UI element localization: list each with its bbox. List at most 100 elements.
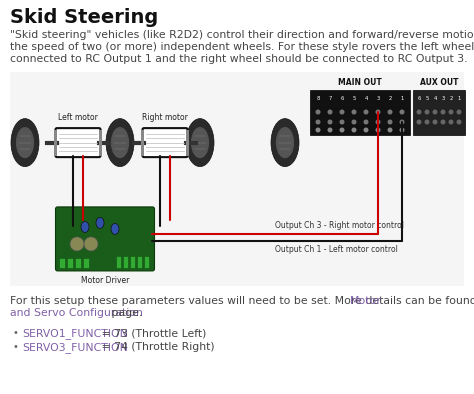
Circle shape bbox=[440, 110, 446, 115]
Circle shape bbox=[425, 110, 429, 115]
Bar bbox=[124, 256, 128, 268]
Circle shape bbox=[425, 119, 429, 125]
Circle shape bbox=[448, 119, 454, 125]
Circle shape bbox=[364, 128, 368, 132]
Text: 3: 3 bbox=[441, 95, 445, 100]
Bar bbox=[141, 130, 144, 156]
Circle shape bbox=[456, 119, 462, 125]
Bar bbox=[186, 130, 189, 156]
Circle shape bbox=[328, 110, 332, 115]
Circle shape bbox=[400, 119, 404, 125]
Ellipse shape bbox=[16, 127, 34, 158]
Text: MAIN OUT: MAIN OUT bbox=[338, 78, 382, 87]
Text: "Skid steering" vehicles (like R2D2) control their direction and forward/reverse: "Skid steering" vehicles (like R2D2) con… bbox=[10, 30, 474, 40]
Circle shape bbox=[375, 110, 381, 115]
Circle shape bbox=[375, 128, 381, 132]
Bar bbox=[145, 256, 149, 268]
Circle shape bbox=[70, 237, 84, 251]
Text: Output Ch 1 - Left motor control: Output Ch 1 - Left motor control bbox=[275, 245, 398, 254]
Bar bbox=[10, 72, 464, 286]
Ellipse shape bbox=[11, 119, 39, 167]
Bar bbox=[75, 258, 82, 268]
Ellipse shape bbox=[106, 119, 134, 167]
Text: Motor Driver: Motor Driver bbox=[81, 276, 129, 285]
Text: and Servo Configuration: and Servo Configuration bbox=[10, 308, 143, 318]
Circle shape bbox=[352, 110, 356, 115]
Circle shape bbox=[339, 119, 345, 125]
Ellipse shape bbox=[271, 119, 299, 167]
Bar bbox=[60, 258, 65, 268]
Circle shape bbox=[316, 119, 320, 125]
Text: 3: 3 bbox=[376, 95, 380, 100]
Circle shape bbox=[432, 110, 438, 115]
Text: For this setup these parameters values will need to be set. More details can be : For this setup these parameters values w… bbox=[10, 296, 474, 306]
Text: Motor: Motor bbox=[349, 296, 381, 306]
Text: SERVO3_FUNCTION: SERVO3_FUNCTION bbox=[22, 342, 128, 353]
Ellipse shape bbox=[191, 127, 209, 158]
Text: •: • bbox=[13, 328, 19, 338]
Text: 8: 8 bbox=[316, 95, 319, 100]
Circle shape bbox=[388, 128, 392, 132]
Circle shape bbox=[400, 128, 404, 132]
Text: Skid Steering: Skid Steering bbox=[10, 8, 158, 27]
Circle shape bbox=[352, 128, 356, 132]
Text: = 73 (Throttle Left): = 73 (Throttle Left) bbox=[98, 328, 206, 338]
Circle shape bbox=[84, 237, 98, 251]
Bar bbox=[130, 256, 136, 268]
Text: 1: 1 bbox=[401, 95, 404, 100]
Bar bbox=[413, 90, 465, 135]
Bar bbox=[54, 130, 57, 156]
Ellipse shape bbox=[111, 127, 129, 158]
Bar bbox=[117, 256, 121, 268]
Text: 4: 4 bbox=[365, 95, 368, 100]
Text: connected to RC Output 1 and the right wheel should be connected to RC Output 3.: connected to RC Output 1 and the right w… bbox=[10, 54, 467, 64]
Ellipse shape bbox=[276, 127, 294, 158]
Circle shape bbox=[417, 119, 421, 125]
Text: 6: 6 bbox=[340, 95, 344, 100]
Circle shape bbox=[364, 110, 368, 115]
Bar bbox=[83, 258, 90, 268]
Text: the speed of two (or more) independent wheels. For these style rovers the left w: the speed of two (or more) independent w… bbox=[10, 42, 474, 52]
Text: AUX OUT: AUX OUT bbox=[420, 78, 458, 87]
Text: 4: 4 bbox=[433, 95, 437, 100]
Text: 2: 2 bbox=[388, 95, 392, 100]
Circle shape bbox=[440, 119, 446, 125]
FancyBboxPatch shape bbox=[143, 128, 188, 157]
Ellipse shape bbox=[81, 221, 89, 232]
Circle shape bbox=[388, 119, 392, 125]
Circle shape bbox=[339, 110, 345, 115]
Text: Left motor: Left motor bbox=[58, 113, 98, 122]
Circle shape bbox=[316, 128, 320, 132]
Circle shape bbox=[316, 110, 320, 115]
Circle shape bbox=[448, 110, 454, 115]
Bar bbox=[67, 258, 73, 268]
Circle shape bbox=[456, 110, 462, 115]
Circle shape bbox=[364, 119, 368, 125]
Circle shape bbox=[417, 110, 421, 115]
FancyBboxPatch shape bbox=[55, 128, 100, 157]
Bar bbox=[310, 90, 410, 135]
Text: 5: 5 bbox=[425, 95, 428, 100]
Text: 2: 2 bbox=[449, 95, 453, 100]
Ellipse shape bbox=[111, 223, 119, 234]
Circle shape bbox=[388, 110, 392, 115]
Text: = 74 (Throttle Right): = 74 (Throttle Right) bbox=[98, 342, 215, 352]
Circle shape bbox=[328, 119, 332, 125]
Text: •: • bbox=[13, 342, 19, 352]
Circle shape bbox=[432, 119, 438, 125]
Bar bbox=[137, 256, 143, 268]
Text: 1: 1 bbox=[457, 95, 461, 100]
Text: Right motor: Right motor bbox=[142, 113, 188, 122]
Bar bbox=[99, 130, 102, 156]
Ellipse shape bbox=[96, 217, 104, 229]
Circle shape bbox=[339, 128, 345, 132]
Ellipse shape bbox=[186, 119, 214, 167]
Circle shape bbox=[400, 110, 404, 115]
Text: page.: page. bbox=[108, 308, 142, 318]
FancyBboxPatch shape bbox=[55, 207, 155, 271]
Circle shape bbox=[328, 128, 332, 132]
Text: SERVO1_FUNCTION: SERVO1_FUNCTION bbox=[22, 328, 128, 339]
Text: 5: 5 bbox=[352, 95, 356, 100]
Circle shape bbox=[375, 119, 381, 125]
Circle shape bbox=[352, 119, 356, 125]
